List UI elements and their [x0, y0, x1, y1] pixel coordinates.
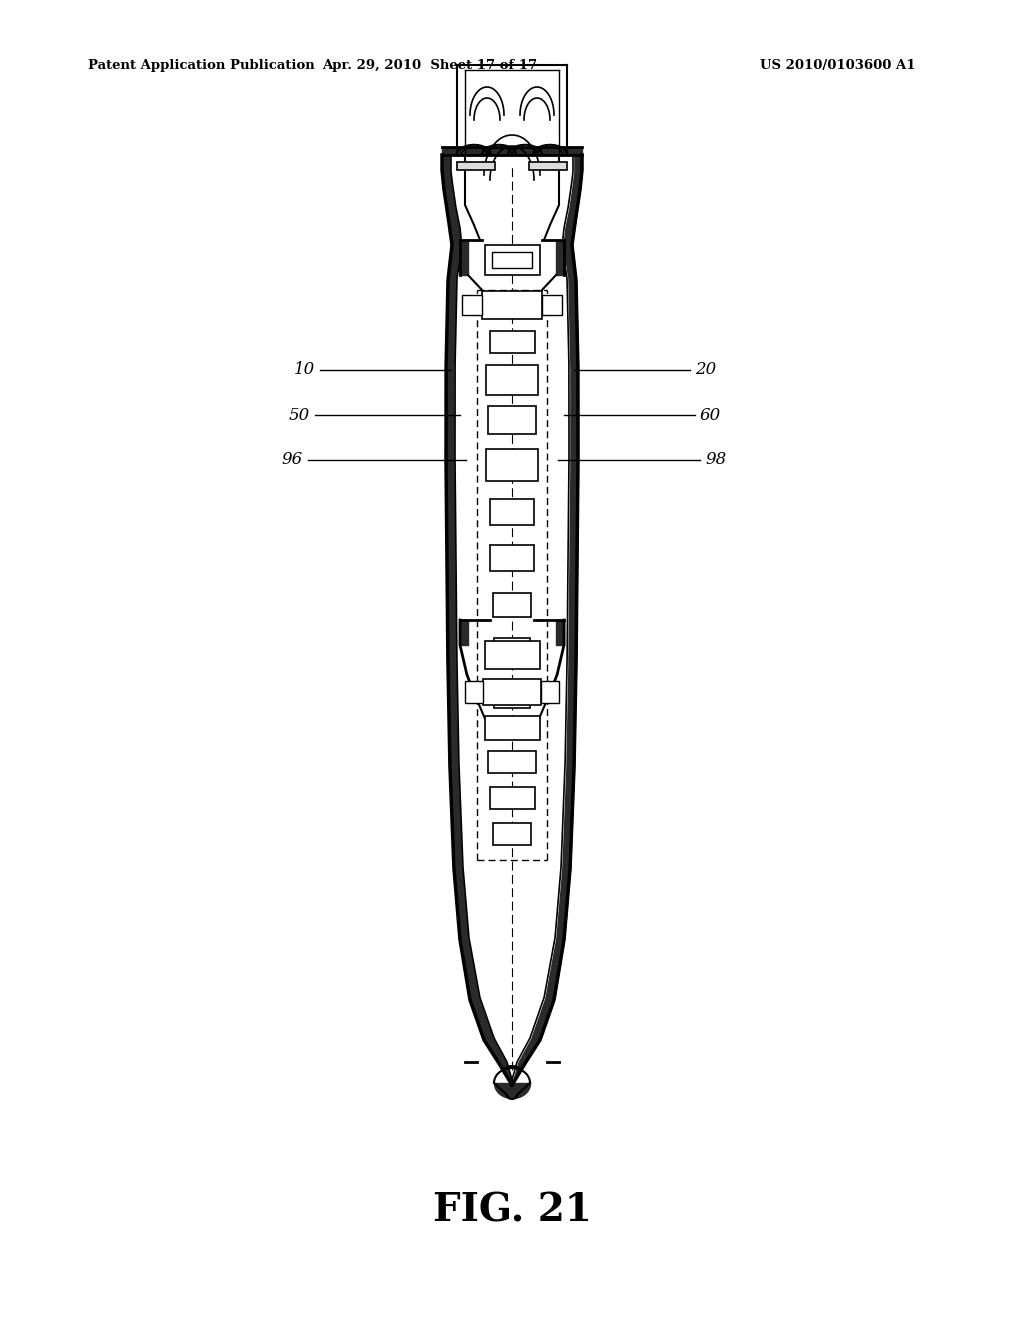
Bar	[541, 681, 559, 704]
Bar	[490, 545, 534, 572]
Bar	[482, 290, 542, 319]
Bar	[486, 366, 538, 395]
Bar	[494, 638, 530, 663]
Text: 60: 60	[700, 407, 721, 424]
Bar	[483, 678, 541, 705]
Bar	[493, 822, 531, 845]
Bar	[484, 715, 540, 741]
Bar	[484, 642, 540, 669]
Bar	[489, 787, 535, 809]
Bar	[490, 499, 534, 525]
Bar	[489, 331, 535, 352]
Text: FIG. 21: FIG. 21	[432, 1191, 592, 1229]
Text: 10: 10	[294, 362, 315, 379]
Bar	[465, 681, 483, 704]
Text: 20: 20	[695, 362, 716, 379]
Text: 96: 96	[282, 451, 303, 469]
Bar	[488, 407, 536, 434]
Text: Patent Application Publication: Patent Application Publication	[88, 58, 314, 71]
Bar	[492, 252, 532, 268]
Text: Apr. 29, 2010  Sheet 17 of 17: Apr. 29, 2010 Sheet 17 of 17	[323, 58, 538, 71]
Text: 50: 50	[289, 407, 310, 424]
Bar	[462, 294, 482, 315]
Bar	[494, 686, 530, 708]
Bar	[493, 593, 531, 616]
Bar	[457, 162, 495, 170]
Bar	[486, 449, 538, 480]
Bar	[542, 294, 562, 315]
Bar	[484, 246, 540, 275]
Bar	[529, 162, 567, 170]
Text: US 2010/0103600 A1: US 2010/0103600 A1	[760, 58, 915, 71]
Bar	[488, 751, 536, 774]
Text: 98: 98	[705, 451, 726, 469]
